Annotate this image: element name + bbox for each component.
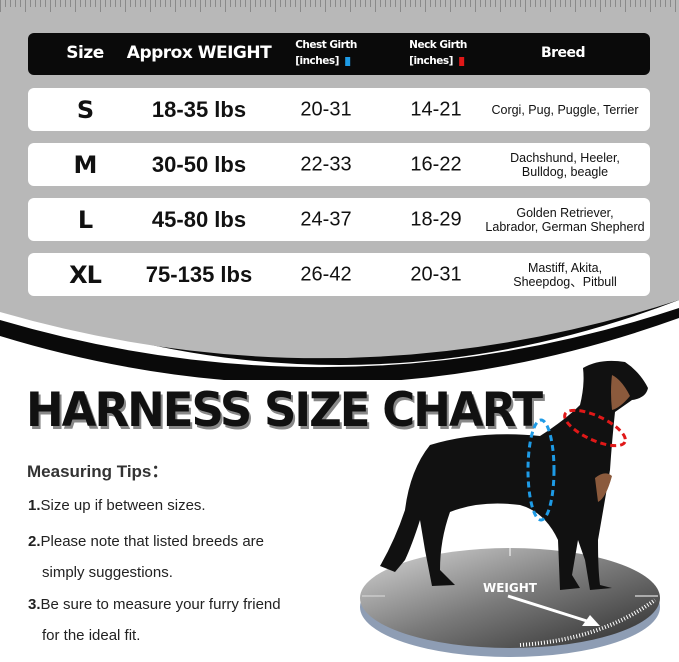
weight-cell: 30-50 lbs: [151, 151, 247, 177]
table-row: S 18-35 lbs 20-31 14-21 Corgi, Pug, Pugg…: [28, 88, 650, 131]
neck-cell: 14-21: [410, 98, 462, 120]
tip-number: 2.: [28, 533, 41, 550]
tips-heading: Measuring Tips：: [27, 462, 169, 481]
breed-line: Bulldog, beagle: [521, 164, 609, 179]
red-marker-icon: [458, 56, 464, 66]
neck-cell: 16-22: [410, 153, 462, 175]
ruler-decoration: [0, 0, 679, 16]
chest-girth-marker: [526, 418, 556, 522]
neck-girth-marker: [563, 408, 627, 448]
blue-marker-icon: [344, 56, 350, 66]
breed-cell: Corgi, Pug, Puggle, Terrier: [491, 102, 639, 117]
dog-markings: [595, 375, 630, 502]
scale-icon: WEIGHT: [360, 548, 660, 657]
tip-text-cont: for the ideal fit.: [42, 627, 141, 644]
table-row: XL 75-135 lbs 26-42 20-31 Mastiff, Akita…: [28, 253, 650, 296]
neck-unit: [inches]: [409, 55, 453, 67]
table-header: Size Approx WEIGHT Chest Girth [inches] N…: [28, 33, 650, 75]
chest-label: Chest Girth: [295, 39, 357, 51]
scale-label: WEIGHT: [483, 581, 538, 595]
weight-cell: 18-35 lbs: [151, 96, 247, 122]
breed-cell: Golden Retriever, Labrador, German Shephe…: [485, 206, 644, 234]
breed-line: Golden Retriever,: [516, 205, 614, 220]
tip-item: 3.Be sure to measure your furry friend fo…: [28, 589, 281, 651]
neck-cell: 20-31: [410, 263, 462, 285]
chest-cell: 26-42: [300, 263, 352, 285]
chart-title: HARNESS SIZE CHART: [26, 381, 543, 438]
size-cell: L: [77, 205, 93, 234]
table-row: L 45-80 lbs 24-37 18-29 Golden Retriever…: [28, 198, 650, 241]
tip-text: Size up if between sizes.: [40, 497, 206, 514]
dog-silhouette: [380, 360, 648, 590]
tip-number: 1.: [28, 497, 41, 514]
weight-cell: 75-135 lbs: [145, 261, 253, 287]
header-breed: Breed: [540, 45, 586, 61]
chest-unit: [inches]: [295, 55, 339, 67]
table-row: M 30-50 lbs 22-33 16-22 Dachshund, Heele…: [28, 143, 650, 186]
header-size: Size: [66, 43, 104, 63]
breed-line: Mastiff, Akita,: [527, 260, 603, 275]
tip-text: Please note that listed breeds are: [40, 533, 264, 550]
chest-cell: 24-37: [300, 208, 352, 230]
size-cell: S: [76, 95, 94, 124]
breed-line: Sheepdog、Pitbull: [513, 274, 617, 289]
chest-cell: 22-33: [300, 153, 352, 175]
neck-label: Neck Girth: [409, 39, 467, 51]
chest-cell: 20-31: [300, 98, 352, 120]
breed-cell: Mastiff, Akita, Sheepdog、Pitbull: [513, 261, 617, 289]
header-neck: Neck Girth [inches]: [409, 37, 467, 69]
header-weight: Approx WEIGHT: [126, 43, 272, 63]
breed-line: Labrador, German Shepherd: [485, 219, 645, 234]
size-cell: M: [73, 150, 98, 179]
neck-cell: 18-29: [410, 208, 462, 230]
tip-number: 3.: [28, 596, 41, 613]
tip-item: 1.Size up if between sizes.: [28, 490, 206, 521]
weight-cell: 45-80 lbs: [151, 206, 247, 232]
header-chest: Chest Girth [inches]: [295, 37, 357, 69]
breed-line: Dachshund, Heeler,: [510, 150, 620, 165]
size-cell: XL: [69, 260, 102, 289]
tip-item: 2.Please note that listed breeds are simp…: [28, 526, 264, 588]
tip-text: Be sure to measure your furry friend: [40, 596, 281, 613]
breed-cell: Dachshund, Heeler, Bulldog, beagle: [510, 151, 620, 179]
tip-text-cont: simply suggestions.: [42, 564, 173, 581]
